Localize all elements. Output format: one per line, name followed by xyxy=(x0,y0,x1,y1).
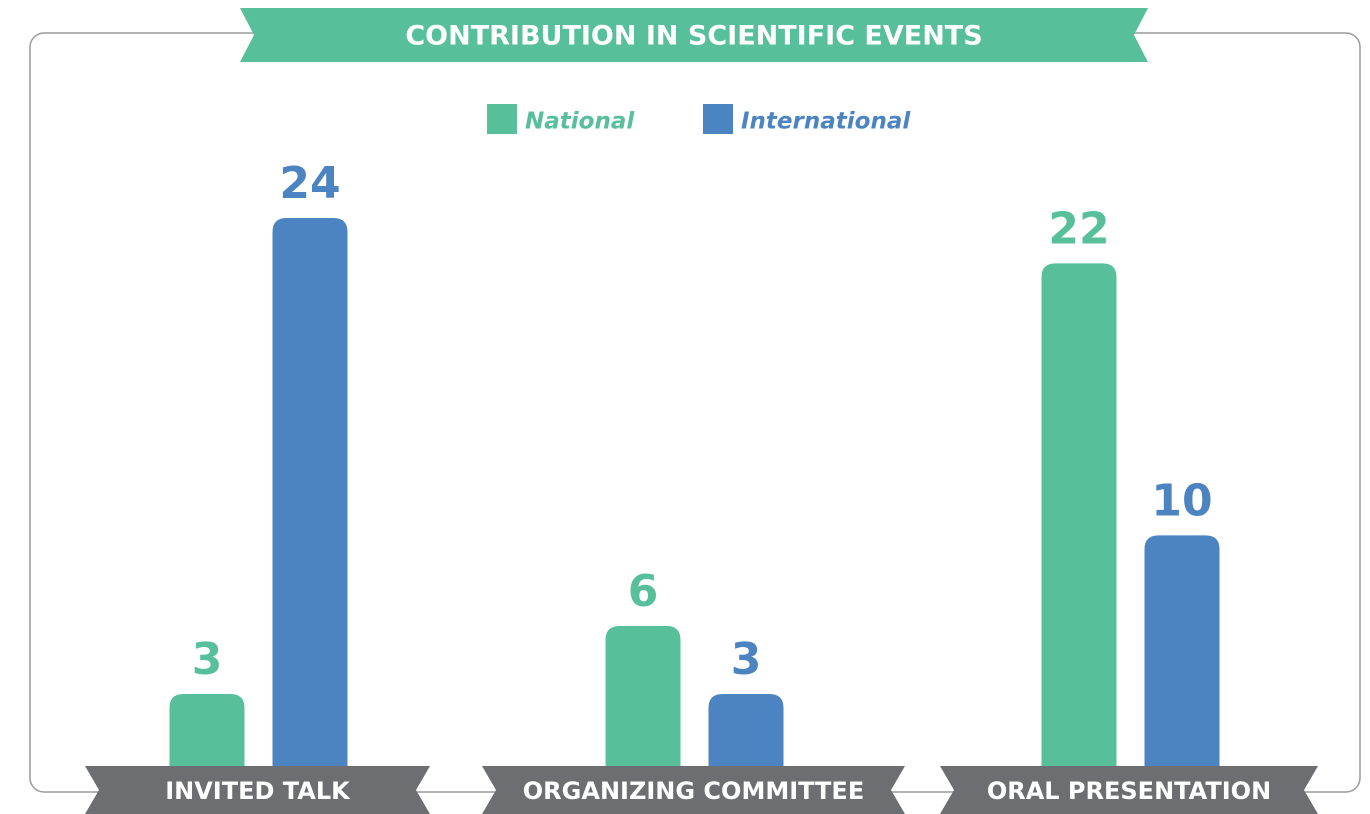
bar xyxy=(605,626,681,768)
value-label: 24 xyxy=(279,158,340,209)
value-label: 10 xyxy=(1151,475,1212,526)
value-label: 22 xyxy=(1048,203,1109,254)
bar xyxy=(272,218,348,768)
x-tick-label: ORAL PRESENTATION xyxy=(987,777,1271,805)
value-label: 6 xyxy=(628,566,659,617)
title-banner xyxy=(240,8,1148,62)
legend-swatch xyxy=(703,104,733,134)
category-banner xyxy=(85,766,430,814)
x-tick-label: ORGANIZING COMMITTEE xyxy=(523,777,864,805)
chart-title: CONTRIBUTION IN SCIENTIFIC EVENTS xyxy=(405,21,982,52)
legend-swatch xyxy=(487,104,517,134)
bar xyxy=(1144,535,1220,768)
legend-label: National xyxy=(525,109,635,135)
bar xyxy=(708,694,784,768)
bar xyxy=(1041,263,1117,768)
legend-label: International xyxy=(741,109,911,135)
value-label: 3 xyxy=(192,634,223,685)
value-label: 3 xyxy=(731,634,762,685)
bar xyxy=(169,694,245,768)
category-banner xyxy=(482,766,905,814)
category-banner xyxy=(940,766,1318,814)
x-tick-label: INVITED TALK xyxy=(165,777,351,805)
